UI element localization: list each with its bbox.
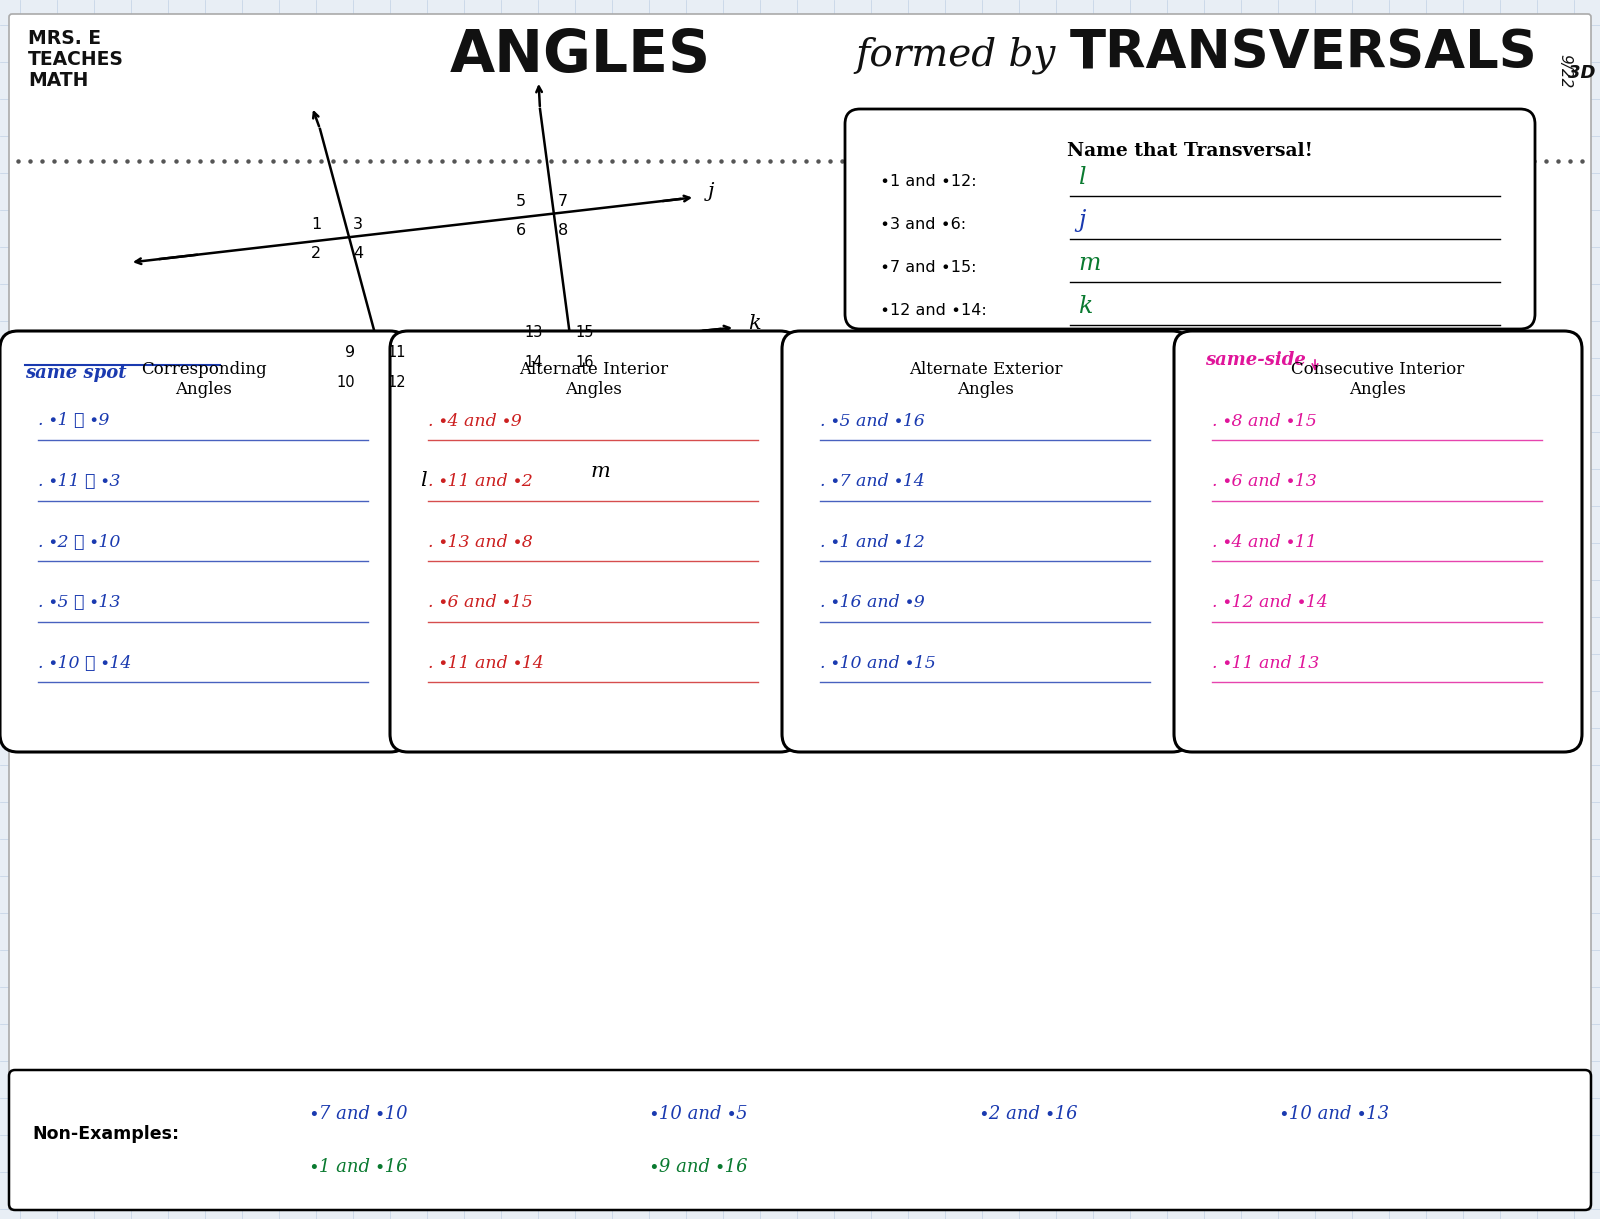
- Text: ∙10 and ∙5: ∙10 and ∙5: [650, 1104, 747, 1123]
- Text: MRS. E
TEACHES
MATH: MRS. E TEACHES MATH: [29, 29, 123, 90]
- Text: . ∙12 and ∙14: . ∙12 and ∙14: [1213, 595, 1328, 611]
- Text: . ∙1 ≅ ∙9: . ∙1 ≅ ∙9: [38, 412, 109, 429]
- Text: j: j: [707, 182, 715, 201]
- Text: . ∙7 and ∙14: . ∙7 and ∙14: [819, 473, 925, 490]
- Text: 5: 5: [515, 194, 526, 208]
- Text: . ∙5 ≅ ∙13: . ∙5 ≅ ∙13: [38, 595, 120, 611]
- Text: m: m: [1078, 252, 1101, 275]
- Text: 9/22: 9/22: [1557, 54, 1573, 88]
- Text: . ∙16 and ∙9: . ∙16 and ∙9: [819, 595, 925, 611]
- Text: ∙2 and ∙16: ∙2 and ∙16: [979, 1104, 1078, 1123]
- Text: ∙7 and ∙15:: ∙7 and ∙15:: [880, 261, 976, 275]
- Text: . ∙6 and ∙15: . ∙6 and ∙15: [429, 595, 533, 611]
- Text: 15: 15: [576, 325, 594, 340]
- Text: Consecutive Interior
Angles: Consecutive Interior Angles: [1291, 361, 1464, 397]
- Text: . ∙8 and ∙15: . ∙8 and ∙15: [1213, 412, 1317, 429]
- FancyBboxPatch shape: [0, 332, 408, 752]
- Text: 2: 2: [310, 246, 322, 261]
- Text: . ∙4 and ∙11: . ∙4 and ∙11: [1213, 534, 1317, 551]
- Text: . ∙2 ≅ ∙10: . ∙2 ≅ ∙10: [38, 534, 120, 551]
- FancyBboxPatch shape: [782, 332, 1190, 752]
- Text: 4: 4: [354, 246, 363, 261]
- FancyBboxPatch shape: [390, 332, 798, 752]
- Text: ∙10 and ∙13: ∙10 and ∙13: [1280, 1104, 1389, 1123]
- Text: . ∙11 ≅ ∙3: . ∙11 ≅ ∙3: [38, 473, 120, 490]
- Text: k: k: [749, 315, 760, 333]
- Text: Alternate Interior
Angles: Alternate Interior Angles: [520, 361, 669, 397]
- Text: . ∙6 and ∙13: . ∙6 and ∙13: [1213, 473, 1317, 490]
- Text: . ∙10 ≅ ∙14: . ∙10 ≅ ∙14: [38, 655, 131, 672]
- Text: TRANSVERSALS: TRANSVERSALS: [1070, 27, 1538, 79]
- Text: 9: 9: [346, 345, 355, 360]
- Text: ∙9 and ∙16: ∙9 and ∙16: [650, 1158, 747, 1176]
- Text: 14: 14: [525, 355, 544, 369]
- Text: 11: 11: [387, 345, 406, 360]
- Text: Name that Transversal!: Name that Transversal!: [1067, 141, 1314, 160]
- Text: l: l: [1078, 167, 1085, 189]
- Text: 7: 7: [558, 194, 568, 208]
- Text: same-side: same-side: [1205, 351, 1306, 369]
- Text: 6: 6: [515, 223, 526, 238]
- Text: . ∙11 and ∙2: . ∙11 and ∙2: [429, 473, 533, 490]
- Text: . ∙4 and ∙9: . ∙4 and ∙9: [429, 412, 522, 429]
- Text: ANGLES: ANGLES: [450, 27, 710, 84]
- Text: formed by: formed by: [854, 37, 1056, 74]
- Text: ∙1 and ∙16: ∙1 and ∙16: [310, 1158, 408, 1176]
- Text: same spot: same spot: [26, 364, 126, 382]
- Text: Corresponding
Angles: Corresponding Angles: [141, 361, 267, 397]
- Text: 16: 16: [576, 355, 594, 369]
- Text: 8: 8: [558, 223, 568, 238]
- Text: 12: 12: [387, 375, 406, 390]
- FancyBboxPatch shape: [10, 13, 1590, 1210]
- Text: 1: 1: [310, 217, 322, 232]
- Text: 3: 3: [354, 217, 363, 232]
- FancyBboxPatch shape: [1174, 332, 1582, 752]
- Text: Non-Examples:: Non-Examples:: [32, 1125, 179, 1143]
- Text: . ∙13 and ∙8: . ∙13 and ∙8: [429, 534, 533, 551]
- Text: ∙12 and ∙14:: ∙12 and ∙14:: [880, 304, 987, 318]
- Text: . ∙11 and 13: . ∙11 and 13: [1213, 655, 1320, 672]
- Text: ∙1 and ∙12:: ∙1 and ∙12:: [880, 174, 976, 189]
- Text: 10: 10: [336, 375, 355, 390]
- Text: ∙7 and ∙10: ∙7 and ∙10: [310, 1104, 408, 1123]
- Text: 3D: 3D: [1568, 65, 1595, 82]
- FancyBboxPatch shape: [10, 1070, 1590, 1210]
- Text: Alternate Exterior
Angles: Alternate Exterior Angles: [909, 361, 1062, 397]
- Text: . ∙10 and ∙15: . ∙10 and ∙15: [819, 655, 936, 672]
- Text: . ∙5 and ∙16: . ∙5 and ∙16: [819, 412, 925, 429]
- Text: . ∙1 and ∙12: . ∙1 and ∙12: [819, 534, 925, 551]
- Text: k: k: [1078, 295, 1093, 318]
- Text: ∙3 and ∙6:: ∙3 and ∙6:: [880, 217, 966, 233]
- Text: j: j: [1078, 210, 1085, 233]
- Text: . ∙11 and ∙14: . ∙11 and ∙14: [429, 655, 544, 672]
- Text: l: l: [419, 471, 427, 490]
- Text: 13: 13: [525, 325, 544, 340]
- Text: m: m: [590, 462, 611, 482]
- FancyBboxPatch shape: [845, 108, 1534, 329]
